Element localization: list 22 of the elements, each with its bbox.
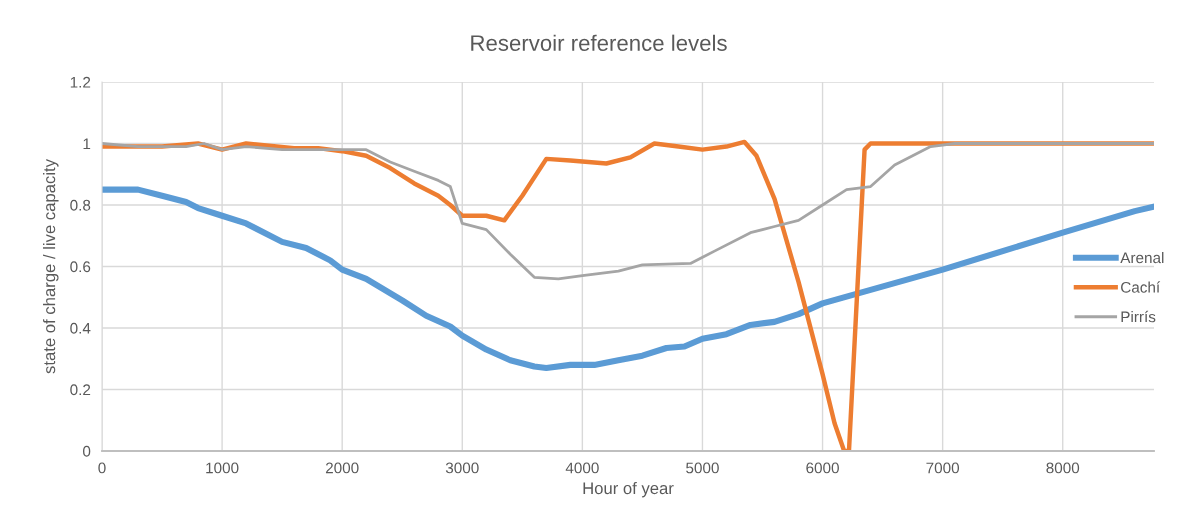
x-tick-label: 4000 [565, 462, 599, 474]
x-axis-title: Hour of year [583, 481, 674, 498]
legend-label: Arenal [1120, 252, 1164, 264]
x-tick-label: 6000 [806, 462, 839, 474]
y-tick-label: 0.8 [70, 199, 91, 211]
y-axis-title: state of charge / live capacity [43, 159, 59, 374]
legend-label: Pirrís [1121, 310, 1156, 323]
x-tick-label: 5000 [686, 462, 719, 474]
x-tick-label: 8000 [1046, 462, 1080, 474]
y-tick-label: 1 [83, 138, 91, 150]
x-tick-label: 3000 [445, 462, 479, 474]
y-tick-label: 1.2 [70, 76, 91, 88]
x-tick-label: 0 [98, 462, 106, 474]
legend-label: Cachí [1121, 281, 1161, 293]
y-tick-label: 0.6 [70, 261, 91, 273]
y-tick-label: 0.2 [70, 384, 91, 396]
y-tick-label: 0 [82, 445, 91, 457]
y-tick-label: 0.4 [70, 322, 91, 334]
x-tick-label: 2000 [325, 462, 359, 474]
x-tick-label: 1000 [206, 462, 239, 474]
x-tick-label: 7000 [926, 462, 960, 474]
chart-title: Reservoir reference levels [471, 34, 727, 51]
